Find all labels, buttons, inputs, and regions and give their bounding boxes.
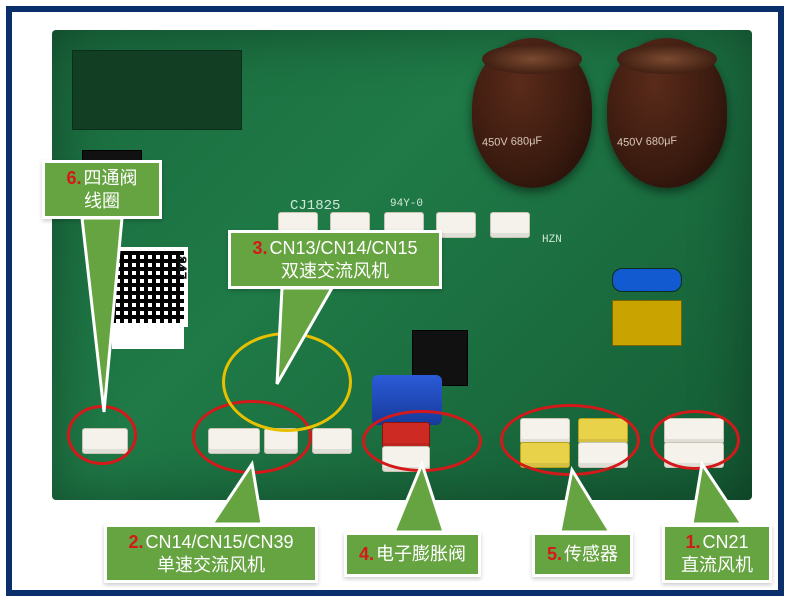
connector xyxy=(490,212,530,238)
callout-num: 6. xyxy=(66,168,81,188)
callout-line2: 双速交流风机 xyxy=(281,261,389,281)
callout-line1: CN13/CN14/CN15 xyxy=(269,238,417,258)
capacitor-label: 450V 680μF xyxy=(617,135,678,149)
callout-5: 5.传感器 xyxy=(532,532,633,577)
callout-line1: 电子膨胀阀 xyxy=(376,544,466,564)
capacitor-1: 450V 680μF xyxy=(472,38,592,188)
capacitor-label: 450V 680μF xyxy=(482,135,543,149)
callout-2: 2.CN14/CN15/CN39 单速交流风机 xyxy=(104,524,318,583)
callout-num: 4. xyxy=(359,544,374,564)
terminal-block xyxy=(72,50,242,130)
marker-m3 xyxy=(222,332,352,432)
callout-line2: 单速交流风机 xyxy=(157,555,265,575)
connector xyxy=(312,428,352,454)
callout-num: 3. xyxy=(252,238,267,258)
callout-4: 4.电子膨胀阀 xyxy=(344,532,481,577)
callout-line2: 线圈 xyxy=(84,191,120,211)
callout-num: 2. xyxy=(128,532,143,552)
qr-side-text: 847 xyxy=(174,256,190,279)
silk-flame: 94Y-0 xyxy=(390,198,423,210)
callout-line1: 传感器 xyxy=(564,544,618,564)
callout-1: 1.CN21 直流风机 xyxy=(662,524,772,583)
connector xyxy=(436,212,476,238)
transformer xyxy=(612,300,682,346)
outer-frame: 450V 680μF 450V 680μF CJ1825 94Y-0 HZN 8… xyxy=(6,6,784,596)
callout-line1: CN14/CN15/CN39 xyxy=(145,532,293,552)
marker-m6 xyxy=(67,405,137,465)
callout-line1: 四通阀 xyxy=(84,168,138,188)
silk-hzn: HZN xyxy=(542,234,562,246)
marker-m5 xyxy=(500,404,640,476)
blue-cap xyxy=(612,268,682,292)
capacitor-2: 450V 680μF xyxy=(607,38,727,188)
marker-m1 xyxy=(650,410,740,470)
callout-num: 5. xyxy=(547,544,562,564)
callout-line2: 直流风机 xyxy=(681,555,753,575)
callout-num: 1. xyxy=(685,532,700,552)
callout-line1: CN21 xyxy=(702,532,748,552)
marker-m4 xyxy=(362,410,482,472)
callout-6: 6.四通阀 线圈 xyxy=(42,160,162,219)
callout-3: 3.CN13/CN14/CN15 双速交流风机 xyxy=(228,230,442,289)
